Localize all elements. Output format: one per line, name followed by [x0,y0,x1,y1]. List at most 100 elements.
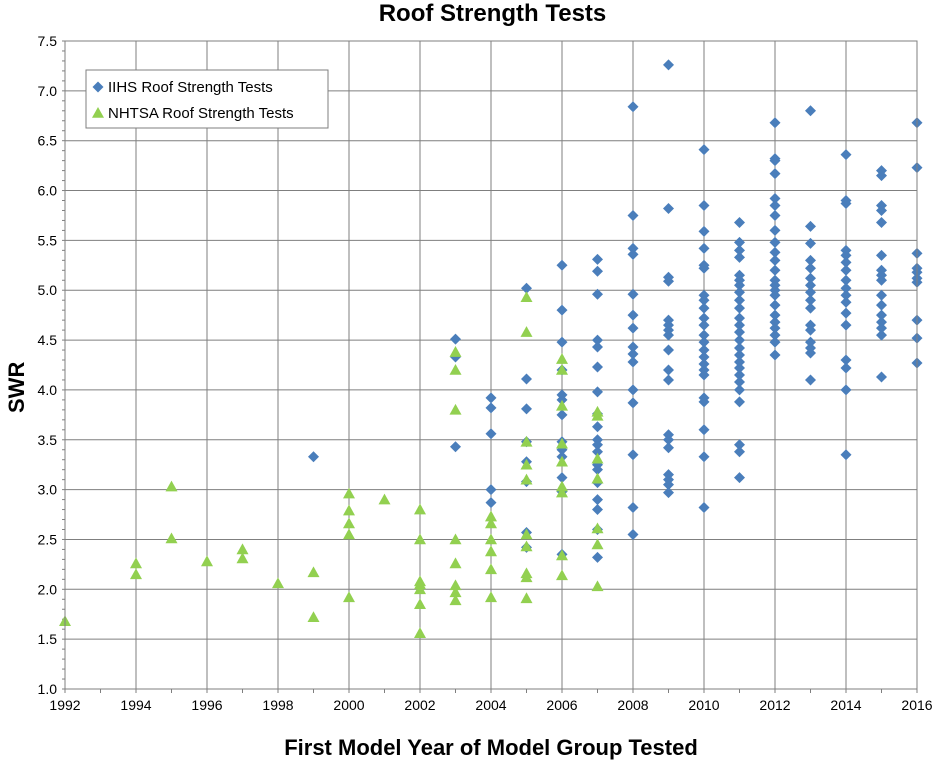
x-tick-label: 2004 [475,697,506,713]
iihs-data-point [769,199,781,211]
nhtsa-data-point [130,568,142,580]
iihs-data-point [734,376,745,388]
nhtsa-data-point [556,353,568,364]
nhtsa-data-point [165,480,178,492]
iihs-data-point [485,402,497,414]
nhtsa-data-point [343,487,355,499]
iihs-data-point [805,272,816,284]
iihs-data-point [592,265,603,277]
nhtsa-data-point [307,611,320,623]
y-tick-label: 2.5 [38,531,58,547]
iihs-data-point [876,274,887,286]
iihs-data-point [698,396,710,408]
iihs-data-point [734,334,745,346]
iihs-data-point [592,494,603,506]
nhtsa-data-point [591,452,604,464]
nhtsa-data-point [556,455,568,467]
iihs-data-point [734,236,745,248]
iihs-data-point [769,299,781,311]
iihs-data-point [521,403,532,415]
nhtsa-data-point [520,592,533,604]
iihs-data-point [698,336,710,348]
nhtsa-data-point [414,627,426,638]
iihs-data-point [698,369,710,381]
iihs-data-point [876,371,887,383]
iihs-data-point [698,312,710,324]
iihs-data-point [698,319,710,331]
iihs-data-point [627,356,639,368]
iihs-data-point [308,451,319,463]
iihs-data-point [698,294,710,306]
y-tick-label: 4.0 [38,382,58,398]
iihs-data-point [698,351,710,363]
nhtsa-data-point [520,435,533,447]
iihs-data-point [592,504,603,516]
nhtsa-data-point [449,403,462,415]
iihs-data-point [805,286,816,298]
y-tick-label: 6.5 [38,133,58,149]
iihs-data-point [840,249,852,261]
iihs-data-point [627,348,639,360]
x-axis-label: First Model Year of Model Group Tested [284,735,698,760]
nhtsa-data-point [520,458,533,470]
iihs-data-point [734,362,745,374]
iihs-data-point [485,484,497,496]
y-tick-label: 5.0 [38,282,58,298]
nhtsa-data-point [414,598,426,610]
y-tick-label: 7.5 [38,33,58,49]
iihs-data-point [698,451,710,463]
nhtsa-data-point [556,480,568,492]
iihs-data-point [663,344,674,356]
nhtsa-data-point [520,528,533,540]
nhtsa-data-point [556,399,568,411]
iihs-data-point [556,259,568,271]
iihs-data-point [734,349,745,361]
iihs-data-point [769,264,781,276]
nhtsa-data-point [236,543,249,555]
nhtsa-data-point [520,473,533,485]
chart-legend: IIHS Roof Strength Tests NHTSA Roof Stren… [85,69,329,129]
nhtsa-data-point [414,533,426,545]
nhtsa-data-point [449,594,462,606]
iihs-data-point [627,288,639,300]
iihs-data-point [556,304,568,316]
nhtsa-series [59,291,604,638]
iihs-data-point [450,441,461,453]
iihs-data-point [734,244,745,256]
y-tick-label: 7.0 [38,83,58,99]
iihs-data-point [698,424,710,436]
nhtsa-data-point [556,569,568,581]
iihs-data-point [663,275,674,287]
iihs-data-point [556,336,568,348]
iihs-data-point [805,279,816,291]
chart-title: Roof Strength Tests [378,0,607,27]
y-tick-label: 4.5 [38,332,58,348]
iihs-data-point [627,209,639,221]
iihs-data-point [592,253,603,265]
y-tick-label: 1.5 [38,631,58,647]
iihs-data-point [663,59,674,71]
iihs-data-point [734,446,745,458]
nhtsa-data-point [485,533,497,545]
iihs-data-point [769,246,781,258]
iihs-data-point [592,446,603,458]
nhtsa-data-point [343,591,355,603]
iihs-data-point [734,326,745,338]
iihs-data-point [627,528,639,540]
iihs-data-point [663,374,674,386]
nhtsa-data-point [591,409,604,421]
legend-marker [92,81,104,93]
iihs-data-point [805,374,816,386]
iihs-data-point [521,282,532,294]
iihs-data-point [734,396,745,408]
iihs-data-point [663,329,674,341]
iihs-data-point [627,384,639,396]
iihs-data-point [840,274,852,286]
iihs-data-point [769,236,781,248]
nhtsa-data-point [307,566,320,578]
iihs-data-point [663,479,674,491]
iihs-data-point [840,307,852,319]
iihs-data-point [663,442,674,454]
nhtsa-data-point [449,557,462,569]
y-tick-label: 3.5 [38,432,58,448]
